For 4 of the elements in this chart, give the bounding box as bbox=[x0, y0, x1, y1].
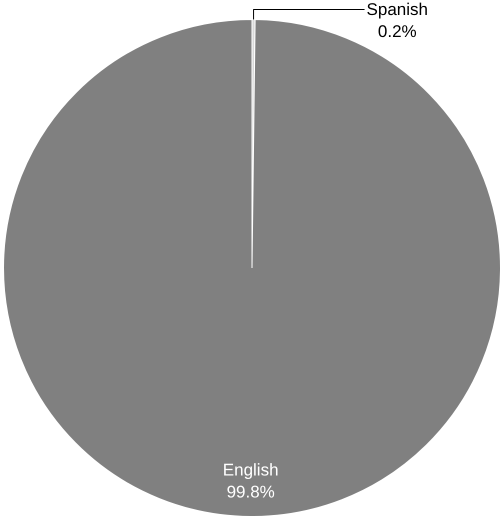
data-label: 99.8% bbox=[226, 482, 275, 502]
data-label: 0.2% bbox=[378, 22, 417, 42]
slice-label: English bbox=[222, 460, 279, 480]
slice-label: Spanish bbox=[366, 0, 428, 20]
